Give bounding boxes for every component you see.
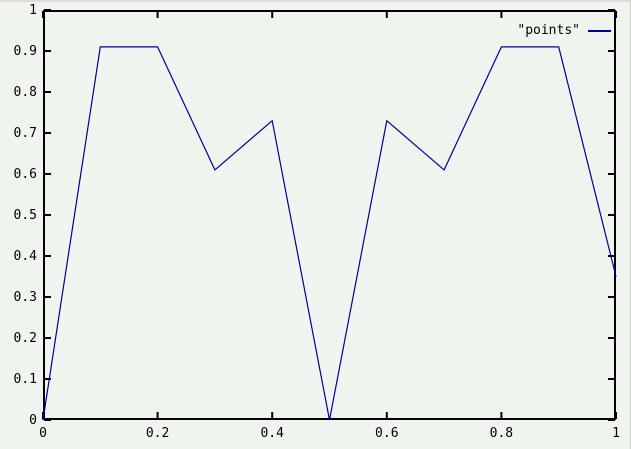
x-tick-label: 1 bbox=[612, 426, 620, 441]
y-tick-label: 1 bbox=[29, 3, 37, 18]
y-tick-label: 0.9 bbox=[14, 44, 37, 59]
y-tick-label: 0.3 bbox=[14, 290, 37, 305]
x-tick-label: 0.4 bbox=[260, 426, 284, 441]
plot-border bbox=[43, 10, 616, 420]
y-tick-label: 0 bbox=[29, 413, 37, 428]
y-tick-label: 0.5 bbox=[14, 208, 37, 223]
window-top-edge bbox=[0, 0, 631, 2]
data-series-line bbox=[42, 46, 617, 421]
x-tick-label: 0.8 bbox=[490, 426, 513, 441]
x-tick-label: 0.6 bbox=[375, 426, 398, 441]
legend: "points" bbox=[517, 24, 611, 38]
y-tick-label: 0.7 bbox=[14, 126, 37, 141]
legend-series-label: "points" bbox=[517, 23, 580, 38]
y-tick-label: 0.2 bbox=[14, 331, 37, 346]
y-tick-label: 0.8 bbox=[14, 85, 37, 100]
x-tick-label: 0 bbox=[39, 426, 47, 441]
y-tick-label: 0.1 bbox=[14, 372, 37, 387]
x-tick-label: 0.2 bbox=[146, 426, 169, 441]
y-tick-label: 0.4 bbox=[14, 249, 38, 264]
y-tick-label: 0.6 bbox=[14, 167, 37, 182]
legend-line-sample bbox=[588, 30, 611, 32]
